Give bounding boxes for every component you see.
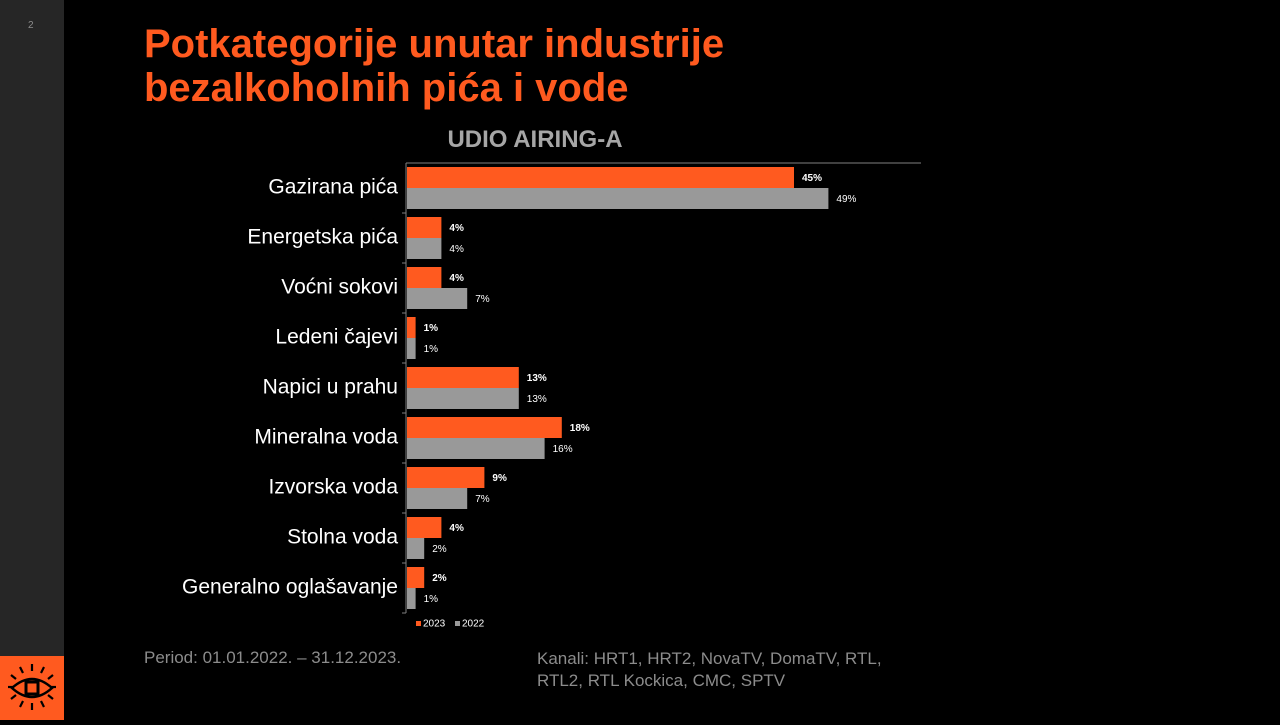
logo bbox=[0, 656, 64, 720]
bar-2023 bbox=[407, 217, 442, 238]
data-label-2023: 4% bbox=[449, 273, 464, 284]
bar-2022 bbox=[407, 588, 416, 609]
category-label: Energetska pića bbox=[247, 226, 398, 249]
bar-2023 bbox=[407, 167, 794, 188]
data-label-2023: 45% bbox=[802, 173, 822, 184]
category-label: Voćni sokovi bbox=[281, 276, 398, 299]
data-label-2022: 2% bbox=[432, 544, 447, 555]
category-label: Gazirana pića bbox=[268, 176, 398, 199]
slide-title: Potkategorije unutar industrije bezalkoh… bbox=[144, 22, 1044, 110]
category-label: Generalno oglašavanje bbox=[182, 576, 398, 599]
bar-2022 bbox=[407, 338, 416, 359]
bar-2023 bbox=[407, 267, 442, 288]
data-label-2022: 49% bbox=[836, 194, 856, 205]
data-label-2023: 9% bbox=[492, 473, 507, 484]
category-label: Mineralna voda bbox=[254, 426, 398, 449]
category-label: Stolna voda bbox=[287, 526, 398, 549]
data-label-2023: 18% bbox=[570, 423, 590, 434]
page-number: 2 bbox=[28, 20, 34, 31]
chart-title: UDIO AIRING-A bbox=[447, 126, 623, 153]
bar-2023 bbox=[407, 517, 442, 538]
category-label: Izvorska voda bbox=[268, 476, 398, 499]
legend-swatch-2022 bbox=[455, 621, 460, 626]
bar-2023 bbox=[407, 317, 416, 338]
legend-label-2023: 2023 bbox=[423, 619, 446, 630]
bar-2022 bbox=[407, 238, 442, 259]
data-label-2022: 13% bbox=[527, 394, 547, 405]
legend-label-2022: 2022 bbox=[462, 619, 485, 630]
bar-2022 bbox=[407, 288, 468, 309]
data-label-2022: 7% bbox=[475, 294, 490, 305]
bar-2023 bbox=[407, 367, 519, 388]
data-label-2023: 4% bbox=[449, 223, 464, 234]
slide-sidebar: 2 bbox=[0, 0, 64, 720]
period-text: Period: 01.01.2022. – 31.12.2023. bbox=[144, 648, 402, 667]
slide-title-line-2: bezalkoholnih pića i vode bbox=[144, 66, 629, 110]
channels-text: Kanali: HRT1, HRT2, NovaTV, DomaTV, RTL,… bbox=[537, 648, 937, 692]
category-label: Ledeni čajevi bbox=[275, 326, 398, 349]
bar-2022 bbox=[407, 188, 829, 209]
data-label-2023: 13% bbox=[527, 373, 547, 384]
slide-title-line-1: Potkategorije unutar industrije bbox=[144, 22, 725, 66]
data-label-2022: 7% bbox=[475, 494, 490, 505]
data-label-2023: 1% bbox=[424, 323, 439, 334]
data-label-2022: 4% bbox=[449, 244, 464, 255]
bar-2022 bbox=[407, 538, 425, 559]
data-label-2022: 1% bbox=[424, 594, 439, 605]
data-label-2023: 4% bbox=[449, 523, 464, 534]
bar-2022 bbox=[407, 438, 545, 459]
channels-line-2: RTL2, RTL Kockica, CMC, SPTV bbox=[537, 671, 786, 690]
data-label-2023: 2% bbox=[432, 573, 447, 584]
bar-2023 bbox=[407, 417, 562, 438]
data-label-2022: 16% bbox=[553, 444, 573, 455]
channels-line-1: Kanali: HRT1, HRT2, NovaTV, DomaTV, RTL, bbox=[537, 649, 882, 668]
bar-2022 bbox=[407, 388, 519, 409]
category-label: Napici u prahu bbox=[263, 376, 398, 399]
bar-2023 bbox=[407, 567, 425, 588]
bar-2022 bbox=[407, 488, 468, 509]
data-label-2022: 1% bbox=[424, 344, 439, 355]
eye-logo-icon bbox=[8, 664, 56, 710]
legend-swatch-2023 bbox=[416, 621, 421, 626]
bar-2023 bbox=[407, 467, 485, 488]
